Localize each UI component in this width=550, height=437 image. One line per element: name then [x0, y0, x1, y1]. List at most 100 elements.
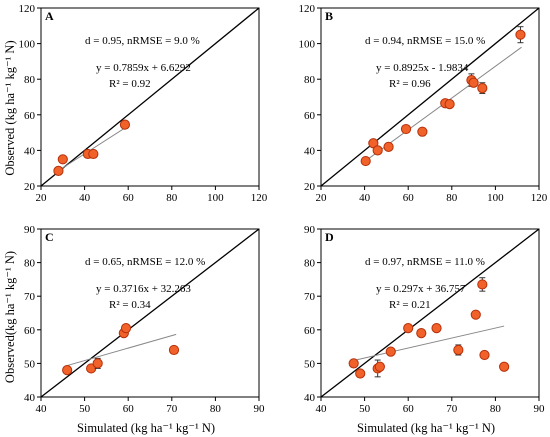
data-point-d — [479, 349, 490, 361]
equation-text-c: y = 0.3716x + 32.263 — [96, 283, 191, 295]
y-tick-label-a: 60 — [24, 110, 36, 122]
data-point-b — [383, 141, 394, 152]
x-tick-label-d: 80 — [490, 403, 502, 415]
panel-a: 20 40 60 80 100 120 20 40 60 80 100 120 Ad = 0.95, n… — [19, 3, 268, 204]
y-tick-label-d: 40 — [304, 392, 316, 404]
panel-b: 20 40 60 80 100 120 20 40 60 80 100 120 Bd = 0.94, n… — [299, 3, 548, 204]
data-point-b — [417, 126, 428, 137]
data-point-c — [120, 323, 132, 334]
panel-letter-c: C — [45, 230, 54, 244]
x-tick-label-c: 90 — [254, 403, 266, 415]
regression-line-a — [58, 125, 129, 172]
y-tick-label-c: 60 — [24, 325, 36, 337]
one-to-one-line-d — [320, 228, 540, 398]
stats-text-b: d = 0.94, nRMSE = 15.0 % — [365, 35, 485, 47]
data-point-b — [360, 155, 371, 167]
x-tick-label-d: 60 — [403, 403, 415, 415]
equation-text-d: y = 0.297x + 36.757 — [376, 283, 466, 295]
y-tick-label-c: 80 — [24, 258, 36, 270]
x-tick-label-d: 90 — [534, 403, 546, 415]
r2-text-d: R² = 0.21 — [389, 299, 431, 311]
r2-text-a: R² = 0.92 — [109, 78, 151, 90]
data-point-a — [119, 119, 131, 130]
x-tick-label-b: 80 — [446, 192, 458, 204]
x-tick-label-b: 120 — [531, 192, 548, 204]
equation-text-a: y = 0.7859x + 6.6292 — [96, 62, 191, 74]
y-tick-label-b: 120 — [299, 3, 316, 15]
x-tick-label-d: 40 — [316, 403, 328, 415]
r2-text-b: R² = 0.96 — [389, 78, 431, 90]
data-point-d — [403, 323, 414, 334]
data-point-d — [416, 328, 427, 339]
x-axis-label-left: Simulated (kg ha⁻¹ kg⁻¹ N) — [77, 421, 215, 435]
regression-line-d — [351, 325, 505, 362]
y-tick-label-d: 70 — [304, 291, 316, 303]
panel-c: 40 50 60 70 80 90 40 50 60 70 80 90 Cd = 0.65, nRMSE… — [24, 224, 265, 415]
x-tick-label-b: 40 — [359, 192, 371, 204]
data-point-b — [400, 123, 412, 135]
data-point-d — [453, 344, 464, 356]
data-point-b — [468, 77, 479, 88]
y-tick-label-c: 90 — [24, 224, 36, 236]
data-point-d — [499, 361, 510, 372]
plot-frame-d — [320, 228, 540, 398]
x-tick-label-a: 20 — [36, 192, 48, 204]
y-tick-label-b: 60 — [304, 110, 316, 122]
data-point-b — [515, 29, 526, 40]
data-point-d — [374, 361, 385, 372]
x-tick-label-c: 50 — [79, 403, 91, 415]
y-tick-label-d: 80 — [304, 258, 316, 270]
data-point-b — [444, 99, 455, 110]
data-point-c — [92, 358, 103, 369]
x-tick-label-c: 60 — [123, 403, 135, 415]
data-point-a — [57, 154, 68, 165]
data-point-b — [477, 83, 488, 94]
x-tick-label-b: 60 — [403, 192, 415, 204]
y-tick-label-a: 80 — [24, 74, 36, 86]
y-tick-label-a: 120 — [19, 3, 36, 15]
y-tick-label-a: 20 — [24, 181, 36, 193]
equation-text-b: y = 0.8925x - 1.9834 — [376, 62, 469, 74]
one-to-one-line-b — [320, 7, 540, 187]
data-point-c — [168, 344, 180, 356]
x-tick-label-c: 40 — [36, 403, 48, 415]
data-point-d — [348, 358, 359, 369]
stats-text-a: d = 0.95, nRMSE = 9.0 % — [85, 35, 200, 47]
y-tick-label-b: 40 — [304, 145, 316, 157]
y-tick-label-a: 100 — [19, 39, 36, 51]
y-tick-label-d: 60 — [304, 325, 316, 337]
panel-letter-d: D — [325, 230, 334, 244]
stats-text-d: d = 0.97, nRMSE = 11.0 % — [365, 256, 485, 268]
one-to-one-line-c — [40, 228, 260, 398]
y-tick-label-b: 100 — [299, 39, 316, 51]
r2-text-c: R² = 0.34 — [109, 299, 151, 311]
x-tick-label-b: 20 — [316, 192, 328, 204]
x-axis-label-right: Simulated (kg ha⁻¹ kg⁻¹ N) — [357, 421, 495, 435]
y-tick-label-b: 80 — [304, 74, 316, 86]
y-tick-label-c: 70 — [24, 291, 36, 303]
data-point-c — [62, 365, 73, 376]
data-point-b — [372, 145, 383, 156]
data-point-d — [385, 346, 396, 357]
one-to-one-line-a — [40, 7, 260, 187]
y-tick-label-a: 40 — [24, 145, 36, 157]
y-axis-label-top: Observed (kg ha⁻¹ kg⁻¹ N) — [3, 40, 17, 175]
panel-letter-b: B — [325, 9, 333, 23]
data-point-d — [355, 368, 366, 379]
y-tick-label-d: 50 — [304, 358, 316, 370]
panel-letter-a: A — [45, 9, 54, 23]
x-tick-label-a: 60 — [123, 192, 135, 204]
x-tick-label-c: 80 — [210, 403, 222, 415]
y-axis-label-bottom: Observed(kg ha⁻¹ kg⁻¹ N) — [3, 251, 17, 383]
x-tick-label-a: 100 — [207, 192, 224, 204]
data-point-a — [53, 165, 64, 176]
x-tick-label-b: 100 — [487, 192, 504, 204]
x-tick-label-d: 70 — [446, 403, 458, 415]
data-point-d — [470, 309, 481, 320]
x-tick-label-a: 120 — [251, 192, 268, 204]
x-tick-label-c: 70 — [166, 403, 178, 415]
y-tick-label-d: 90 — [304, 224, 316, 236]
x-tick-label-a: 80 — [166, 192, 178, 204]
x-tick-label-a: 40 — [79, 192, 91, 204]
